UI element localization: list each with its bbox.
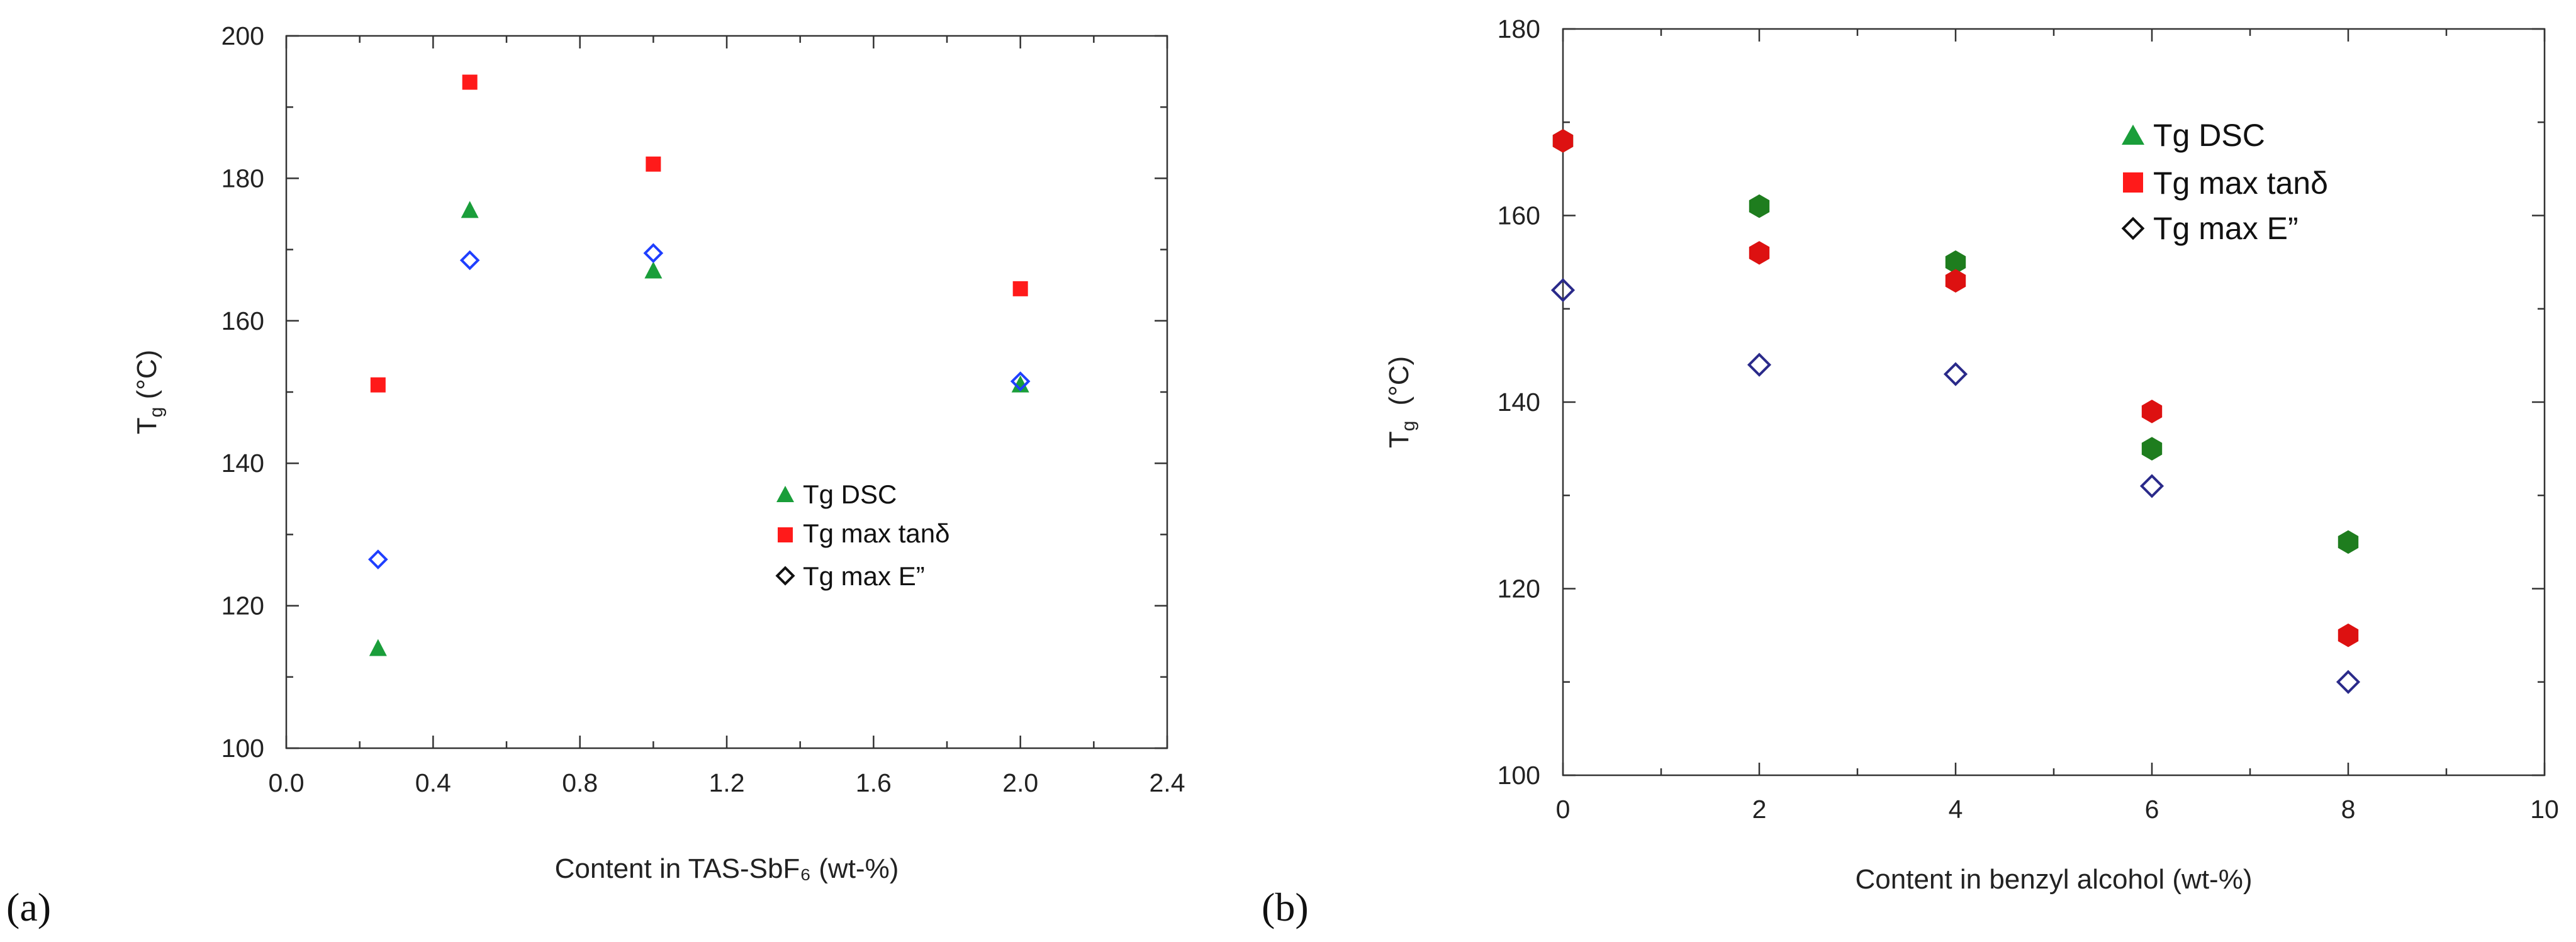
y-tick-label: 180 (221, 164, 264, 193)
data-points-b (1550, 129, 2361, 694)
chart-panel-b: 0 2 4 6 8 10 100 120 140 160 180 Content… (1262, 14, 2559, 929)
x-tick-label: 1.6 (856, 768, 892, 797)
series-tg-max-e-diamond-point (643, 243, 664, 264)
y-tick-label: 160 (221, 306, 264, 335)
x-tick-labels-b: 0 2 4 6 8 10 (1556, 795, 2559, 824)
series-tg-max-tan-hexagon-point (1749, 241, 1770, 265)
y-tick-label: 100 (1498, 761, 1540, 790)
legend-marker-triangle (2122, 125, 2144, 145)
legend-marker-square (2123, 172, 2143, 193)
x-tick-label: 1.2 (709, 768, 745, 797)
x-tick-label: 0.8 (562, 768, 598, 797)
series-tg-max-tan-hexagon-point (2338, 623, 2359, 648)
legend-label-tg-e-double-prime: Tg max E” (2153, 211, 2299, 246)
y-tick-label: 120 (221, 592, 264, 620)
legend-marker-square (778, 527, 793, 542)
y-tick-labels-b: 100 120 140 160 180 (1498, 14, 1540, 790)
panel-label-a: (a) (6, 885, 51, 929)
series-tg-max-tan-square-point (462, 74, 478, 90)
series-tg-max-e-diamond-point (1943, 362, 1968, 386)
x-tick-label: 0 (1556, 795, 1571, 824)
x-tick-label: 0.4 (415, 768, 451, 797)
y-tick-label: 160 (1498, 201, 1540, 230)
y-tick-label: 140 (221, 449, 264, 478)
series-tg-dsc-hexagon-point (1749, 194, 1770, 218)
legend-label-tg-tan-delta: Tg max tanδ (2153, 165, 2328, 201)
series-tg-max-e-diamond-point (2139, 474, 2164, 498)
x-tick-label: 2.0 (1002, 768, 1038, 797)
series-tg-dsc-triangle-point (644, 261, 663, 279)
series-tg-max-tan-square-point (1012, 281, 1028, 296)
data-points-a (368, 74, 1031, 656)
legend-marker-triangle (776, 486, 794, 502)
series-tg-max-e-diamond-point (2336, 670, 2361, 694)
series-tg-dsc-triangle-point (1011, 375, 1029, 393)
series-tg-max-e-diamond-point (459, 250, 480, 271)
series-tg-dsc-hexagon-point (1945, 250, 1966, 274)
y-axis-title-a: Tg (°C) (132, 350, 167, 434)
x-tick-label: 10 (2530, 795, 2559, 824)
y-tick-label: 200 (221, 21, 264, 50)
y-tick-label: 180 (1498, 14, 1540, 43)
y-tick-label: 100 (221, 734, 264, 763)
legend-label-tg-tan-delta: Tg max tanδ (803, 519, 949, 548)
legend-marker-diamond (775, 566, 795, 586)
x-tick-label: 2 (1752, 795, 1767, 824)
x-tick-label: 0.0 (269, 768, 305, 797)
y-tick-labels-a: 100 120 140 160 180 200 (221, 21, 264, 763)
series-tg-max-e-diamond-point (1010, 371, 1031, 391)
series-tg-max-e-diamond-point (1550, 278, 1576, 303)
series-tg-max-tan-hexagon-point (2141, 400, 2163, 423)
series-tg-dsc-hexagon-point (2338, 530, 2359, 554)
series-tg-max-tan-hexagon-point (1945, 269, 1966, 293)
legend-label-tg-dsc: Tg DSC (2153, 118, 2265, 153)
series-tg-max-tan-hexagon-point (1552, 129, 1574, 153)
series-tg-max-e-diamond-point (368, 549, 388, 569)
panel-label-b: (b) (1262, 885, 1309, 929)
y-axis-title-b: Tg(°C) (1384, 356, 1419, 448)
x-tick-labels-a: 0.0 0.4 0.8 1.2 1.6 2.0 2.4 (269, 768, 1185, 797)
axis-ticks-b (1562, 28, 2546, 777)
legend-label-tg-e-double-prime: Tg max E” (803, 561, 925, 591)
series-tg-max-e-diamond-point (1747, 352, 1772, 377)
x-tick-label: 6 (2145, 795, 2159, 824)
series-tg-max-tan-square-point (646, 156, 661, 172)
legend-b: Tg DSC Tg max tanδ Tg max E” (2121, 118, 2328, 246)
series-tg-dsc-triangle-point (369, 639, 387, 656)
x-tick-label: 2.4 (1150, 768, 1185, 797)
x-tick-label: 8 (2341, 795, 2356, 824)
series-tg-dsc-triangle-point (461, 201, 479, 218)
legend-label-tg-dsc: Tg DSC (803, 479, 897, 509)
x-axis-title-b: Content in benzyl alcohol (wt-%) (1856, 864, 2253, 895)
series-tg-dsc-hexagon-point (2141, 437, 2163, 461)
y-tick-label: 120 (1498, 575, 1540, 603)
chart-panel-a: 0.0 0.4 0.8 1.2 1.6 2.0 2.4 100 120 140 … (6, 21, 1185, 929)
legend-a: Tg DSC Tg max tanδ Tg max E” (775, 479, 949, 591)
y-tick-label: 140 (1498, 388, 1540, 417)
x-axis-title-a: Content in TAS-SbF₆ (wt-%) (555, 853, 899, 884)
series-tg-max-tan-square-point (370, 377, 386, 393)
axis-ticks-a (285, 35, 1168, 749)
x-tick-label: 4 (1949, 795, 1963, 824)
legend-marker-diamond (2121, 216, 2145, 240)
